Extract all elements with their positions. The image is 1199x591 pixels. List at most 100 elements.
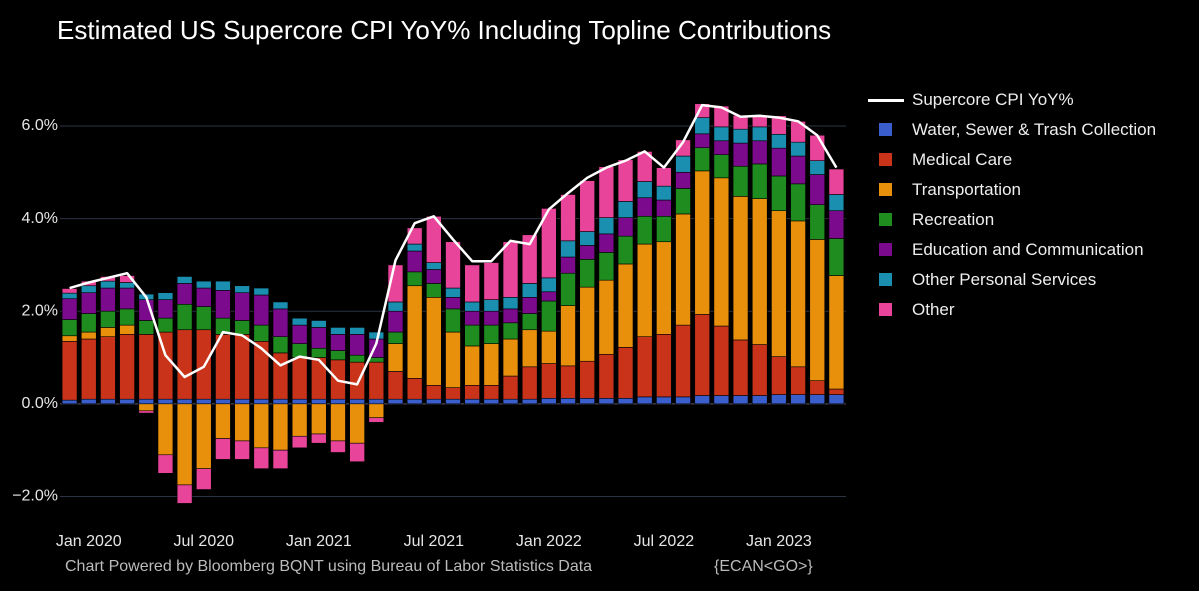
legend-marker	[879, 273, 892, 286]
bar-segment	[215, 280, 231, 291]
bar-segment	[694, 170, 710, 315]
bar-segment	[157, 454, 174, 474]
bar-segment	[828, 388, 845, 395]
bar-segment	[656, 334, 672, 398]
bar-segment	[636, 243, 653, 337]
bar-segment	[349, 334, 365, 356]
bar-segment	[694, 133, 710, 149]
legend-item: Water, Sewer & Trash Collection	[866, 118, 1186, 142]
bar-segment	[675, 324, 691, 398]
bar-segment	[483, 385, 500, 400]
bar-segment	[541, 300, 557, 332]
bar-segment	[445, 331, 461, 388]
bar-segment	[656, 199, 672, 217]
bar-segment	[732, 128, 749, 144]
bar-segment	[119, 287, 135, 310]
bar-segment	[502, 398, 519, 405]
bar-segment	[560, 240, 576, 258]
bar-segment	[617, 347, 634, 399]
bar-segment	[119, 334, 135, 400]
bar-segment	[560, 305, 576, 367]
bar-segment	[464, 324, 480, 347]
bar-segment	[426, 262, 442, 270]
bar-segment	[464, 264, 480, 303]
bar-segment	[61, 288, 78, 294]
legend-swatch	[866, 298, 912, 322]
legend-label: Transportation	[912, 180, 1021, 199]
bar-segment	[387, 398, 404, 405]
legend-label: Education and Communication	[912, 240, 1144, 259]
legend-swatch	[866, 268, 912, 292]
bar-segment	[579, 231, 595, 246]
bar-segment	[675, 213, 691, 326]
bar-segment	[406, 271, 423, 287]
bar-segment	[61, 298, 78, 320]
bar-segment	[598, 397, 615, 405]
bar-segment	[406, 250, 423, 273]
bar-segment	[138, 320, 155, 335]
bar-segment	[272, 449, 289, 469]
bar-segment	[253, 341, 270, 400]
bar-segment	[771, 210, 787, 357]
bar-segment	[157, 299, 174, 319]
bar-segment	[80, 331, 97, 340]
bar-segment	[426, 269, 442, 284]
bar-segment	[272, 336, 289, 354]
bar-segment	[809, 160, 826, 175]
bar-segment	[636, 396, 653, 405]
bar-segment	[349, 403, 365, 444]
bar-segment	[713, 395, 730, 405]
legend-marker	[879, 243, 892, 256]
bar-segment	[119, 324, 135, 335]
bar-segment	[617, 201, 634, 218]
bar-segment	[521, 234, 538, 284]
bar-segment	[61, 399, 78, 405]
bar-segment	[196, 398, 212, 405]
bar-segment	[828, 275, 845, 390]
bar-segment	[598, 217, 615, 235]
bar-segment	[790, 394, 806, 405]
bar-segment	[330, 334, 346, 351]
bar-segment	[176, 484, 193, 504]
bar-segment	[368, 403, 385, 419]
bar-segment	[732, 196, 749, 341]
bar-segment	[330, 440, 346, 453]
legend-marker	[868, 99, 904, 102]
bar-segment	[215, 398, 231, 405]
x-tick-label: Jul 2022	[634, 533, 695, 550]
bar-segment	[541, 330, 557, 364]
bar-segment	[483, 310, 500, 326]
bar-segment	[176, 283, 193, 305]
bar-segment	[828, 168, 845, 195]
bar-segment	[790, 183, 806, 222]
bar-segment	[713, 105, 730, 128]
bar-segment	[176, 329, 193, 400]
bar-segment	[445, 297, 461, 310]
bar-segment	[119, 282, 135, 289]
x-tick-label: Jul 2020	[174, 533, 235, 550]
bar-segment	[387, 331, 404, 344]
bar-segment	[368, 357, 385, 363]
bar-segment	[713, 177, 730, 327]
bar-segment	[464, 345, 480, 386]
legend-label: Recreation	[912, 210, 995, 229]
x-tick-label: Jul 2021	[404, 533, 465, 550]
bar-segment	[579, 259, 595, 288]
bar-segment	[598, 166, 615, 218]
bar-segment	[521, 283, 538, 298]
y-tick-label: 0.0%	[22, 395, 58, 412]
bar-segment	[80, 313, 97, 333]
legend-item: Education and Communication	[866, 238, 1186, 262]
bar-segment	[598, 279, 615, 355]
bar-segment	[215, 403, 231, 439]
bar-segment	[464, 398, 480, 405]
bar-segment	[445, 241, 461, 289]
legend-item: Other	[866, 298, 1186, 322]
bar-segment	[311, 433, 327, 444]
legend-swatch	[866, 178, 912, 202]
bar-segment	[426, 283, 442, 298]
bar-segment	[176, 303, 193, 331]
legend-marker	[879, 183, 892, 196]
bar-segment	[349, 354, 365, 363]
bar-segment	[809, 394, 826, 405]
